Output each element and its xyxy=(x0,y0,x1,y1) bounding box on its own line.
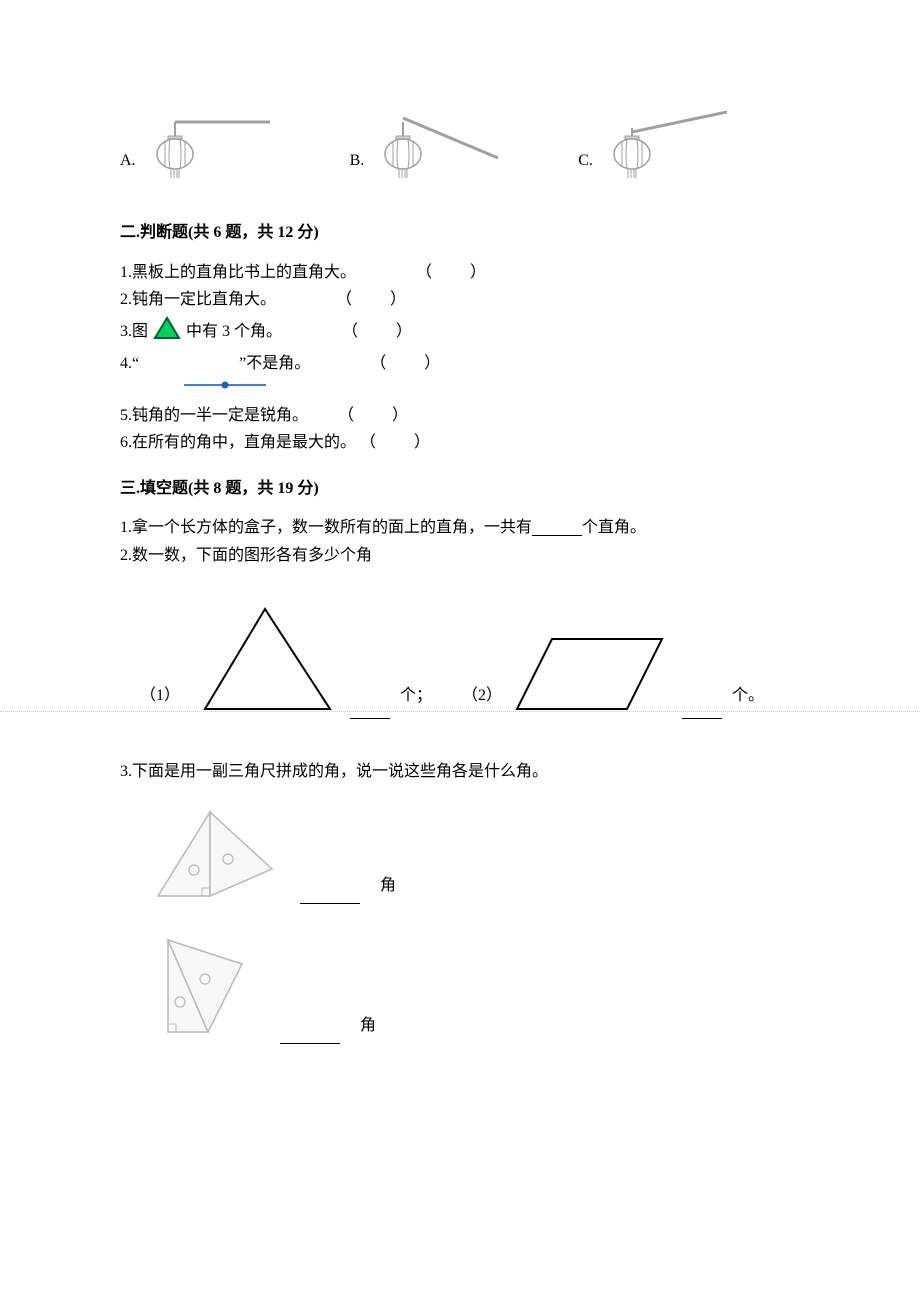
s2-q1-text: 黑板上的直角比书上的直角大。 xyxy=(132,260,356,286)
composite-1: 角 xyxy=(150,804,800,904)
paren: （ ） xyxy=(360,430,432,456)
s2-q4-before: “ xyxy=(132,351,139,377)
s2-q1-num: 1. xyxy=(120,260,132,286)
options-row: A. B. xyxy=(120,110,800,180)
s2-q1: 1. 黑板上的直角比书上的直角大。 （ ） xyxy=(120,260,800,286)
option-a-label: A. xyxy=(120,148,136,174)
s3-q3-num: 3. xyxy=(120,759,132,785)
s2-q3-before: 图 xyxy=(132,319,148,345)
option-b-label: B. xyxy=(350,148,365,174)
section2-title: 二.判断题(共 6 题，共 12 分) xyxy=(120,220,800,246)
s2-q2-num: 2. xyxy=(120,287,132,313)
option-b: B. xyxy=(350,110,499,180)
s2-q6-text: 在所有的角中，直角是最大的。 xyxy=(132,430,356,456)
sub2-label: （2） xyxy=(462,683,502,709)
s2-q4-after: ”不是角。 xyxy=(239,351,310,377)
line-figure xyxy=(180,375,800,401)
unit1: 个； xyxy=(400,683,432,709)
lantern-b-icon xyxy=(368,110,498,180)
composite-2: 角 xyxy=(150,934,800,1044)
fill-blank[interactable] xyxy=(280,1028,340,1044)
sub1-label: （1） xyxy=(140,683,180,709)
option-c: C. xyxy=(578,110,727,180)
set-square-2-icon xyxy=(150,934,260,1044)
lantern-a-icon xyxy=(140,110,270,180)
option-a: A. xyxy=(120,110,270,180)
s3-q2-text: 数一数，下面的图形各有多少个角 xyxy=(132,543,372,569)
s2-q5-num: 5. xyxy=(120,403,132,429)
paren: （ ） xyxy=(336,287,408,313)
triangle-shape-icon xyxy=(190,599,340,719)
angle-unit: 角 xyxy=(380,873,396,899)
s2-q4-num: 4. xyxy=(120,351,132,377)
fill-blank[interactable] xyxy=(532,520,582,536)
s3-q1-after: 个直角。 xyxy=(582,515,646,541)
s2-q2: 2. 钝角一定比直角大。 （ ） xyxy=(120,287,800,313)
s3-q1-before: 拿一个长方体的盒子，数一数所有的面上的直角，一共有 xyxy=(132,515,532,541)
unit2: 个。 xyxy=(732,683,764,709)
s2-q4: 4. “ ”不是角。 （ ） xyxy=(120,351,800,377)
rhombus-shape-icon xyxy=(512,629,672,719)
s2-q3-num: 3. xyxy=(120,319,132,345)
s2-q3-after: 中有 3 个角。 xyxy=(186,319,282,345)
small-triangle-icon xyxy=(152,315,182,350)
s3-q1-num: 1. xyxy=(120,515,132,541)
page-wrapper: A. B. xyxy=(120,110,800,1044)
paren: （ ） xyxy=(416,260,488,286)
fill-blank[interactable] xyxy=(300,888,360,904)
line-with-dot-icon xyxy=(180,378,270,392)
option-c-label: C. xyxy=(578,148,593,174)
s2-q6: 6. 在所有的角中，直角是最大的。 （ ） xyxy=(120,430,800,456)
angle-unit: 角 xyxy=(360,1013,376,1039)
paren: （ ） xyxy=(342,319,414,345)
s3-q3-text: 下面是用一副三角尺拼成的角，说一说这些角各是什么角。 xyxy=(132,759,548,785)
dotted-rule xyxy=(0,711,920,712)
s2-q6-num: 6. xyxy=(120,430,132,456)
s2-q3: 3. 图 中有 3 个角。 （ ） xyxy=(120,315,800,350)
set-square-1-icon xyxy=(150,804,280,904)
shape-row: （1） 个； （2） 个。 xyxy=(140,599,800,719)
paren: （ ） xyxy=(338,403,410,429)
lantern-c-icon xyxy=(597,110,727,180)
paren: （ ） xyxy=(370,351,442,377)
s2-q5: 5. 钝角的一半一定是锐角。 （ ） xyxy=(120,403,800,429)
s3-q3: 3. 下面是用一副三角尺拼成的角，说一说这些角各是什么角。 xyxy=(120,759,800,785)
s3-q2: 2. 数一数，下面的图形各有多少个角 xyxy=(120,543,800,569)
s3-q1: 1. 拿一个长方体的盒子，数一数所有的面上的直角，一共有 个直角。 xyxy=(120,515,800,541)
s2-q5-text: 钝角的一半一定是锐角。 xyxy=(132,403,308,429)
s2-q2-text: 钝角一定比直角大。 xyxy=(132,287,276,313)
s3-q2-num: 2. xyxy=(120,543,132,569)
section3-title: 三.填空题(共 8 题，共 19 分) xyxy=(120,476,800,502)
